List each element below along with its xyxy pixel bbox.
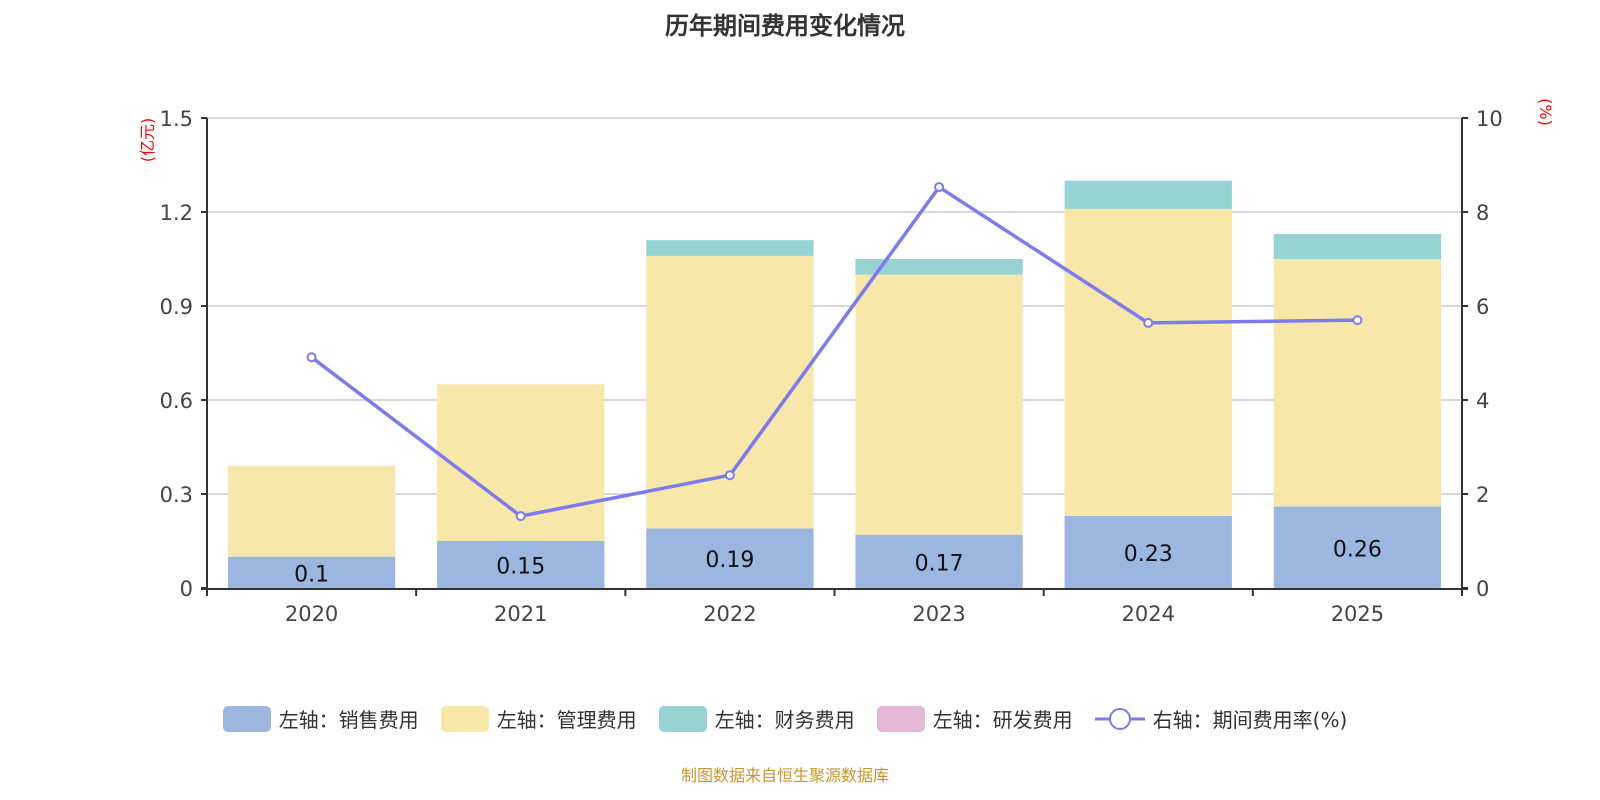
legend-item[interactable]: 左轴：管理费用 [440,704,637,733]
bar-data-label: 0.23 [1124,542,1173,567]
bar-2 [1064,180,1232,209]
left-tick-label: 0.6 [160,389,193,413]
bar-1 [1064,208,1232,516]
left-axis-label: (亿元) [138,118,157,163]
right-tick-label: 6 [1476,295,1489,319]
right-tick-label: 8 [1476,201,1489,225]
bar-2 [855,259,1023,275]
rate-point [934,182,945,193]
bar-data-label: 0.26 [1333,537,1382,562]
right-tick-label: 2 [1476,483,1489,507]
bar-data-label: 0.15 [496,555,545,580]
left-tick-label: 1.5 [160,107,193,131]
legend-label: 左轴：研发费用 [932,708,1073,732]
legend-label: 右轴：期间费用率(%) [1152,708,1348,732]
x-tick-label: 2021 [494,602,547,626]
x-tick-label: 2022 [703,602,756,626]
right-tick-label: 10 [1476,107,1503,131]
rate-point [306,352,317,363]
legend: 左轴：销售费用 左轴：管理费用 左轴：财务费用 左轴：研发费用 右轴：期间费用率(%) [0,704,1570,733]
bar-0 [1064,515,1232,588]
bar-data-label: 0.19 [705,548,754,573]
legend-swatch [440,705,489,732]
x-tick-label: 2020 [285,602,338,626]
x-tick-label: 2023 [912,602,965,626]
right-tick-label: 0 [1476,577,1489,601]
legend-label: 左轴：销售费用 [278,708,419,732]
legend-item[interactable]: 左轴：销售费用 [222,704,419,733]
bar-1 [1273,259,1442,507]
x-tick-label: 2024 [1122,602,1175,626]
legend-item[interactable]: 左轴：研发费用 [876,704,1073,733]
legend-swatch [658,705,707,732]
bar-0 [855,534,1023,588]
right-axis-label: (%) [1536,98,1555,126]
bar-0 [646,528,814,588]
left-tick-label: 0.3 [160,483,193,507]
legend-label: 左轴：管理费用 [496,708,637,732]
source-note: 制图数据来自恒生聚源数据库 [680,766,889,785]
bar-0 [1273,506,1442,588]
x-tick-label: 2025 [1331,602,1384,626]
bar-1 [646,255,814,529]
legend-swatch [876,705,925,732]
left-tick-label: 0 [180,577,193,601]
bar-2 [646,240,814,256]
rate-point [1143,317,1154,328]
bar-2 [1273,233,1442,259]
bar-data-label: 0.1 [294,562,329,587]
rate-point [724,470,735,481]
legend-item[interactable]: 右轴：期间费用率(%) [1094,704,1348,733]
bar-1 [227,465,396,557]
bar-1 [855,274,1023,535]
rate-point [515,511,526,522]
chart-title: 历年期间费用变化情况 [665,12,905,40]
bar-0 [437,541,605,588]
legend-swatch [1094,707,1145,730]
bar-0 [227,556,396,588]
legend-item[interactable]: 左轴：财务费用 [658,704,855,733]
bar-data-label: 0.17 [915,551,964,576]
left-tick-label: 0.9 [160,295,193,319]
rate-line [310,184,1358,518]
legend-swatch [222,705,271,732]
rate-point [1352,315,1363,326]
legend-label: 左轴：财务费用 [714,708,855,732]
left-tick-label: 1.2 [160,201,193,225]
right-tick-label: 4 [1476,389,1489,413]
